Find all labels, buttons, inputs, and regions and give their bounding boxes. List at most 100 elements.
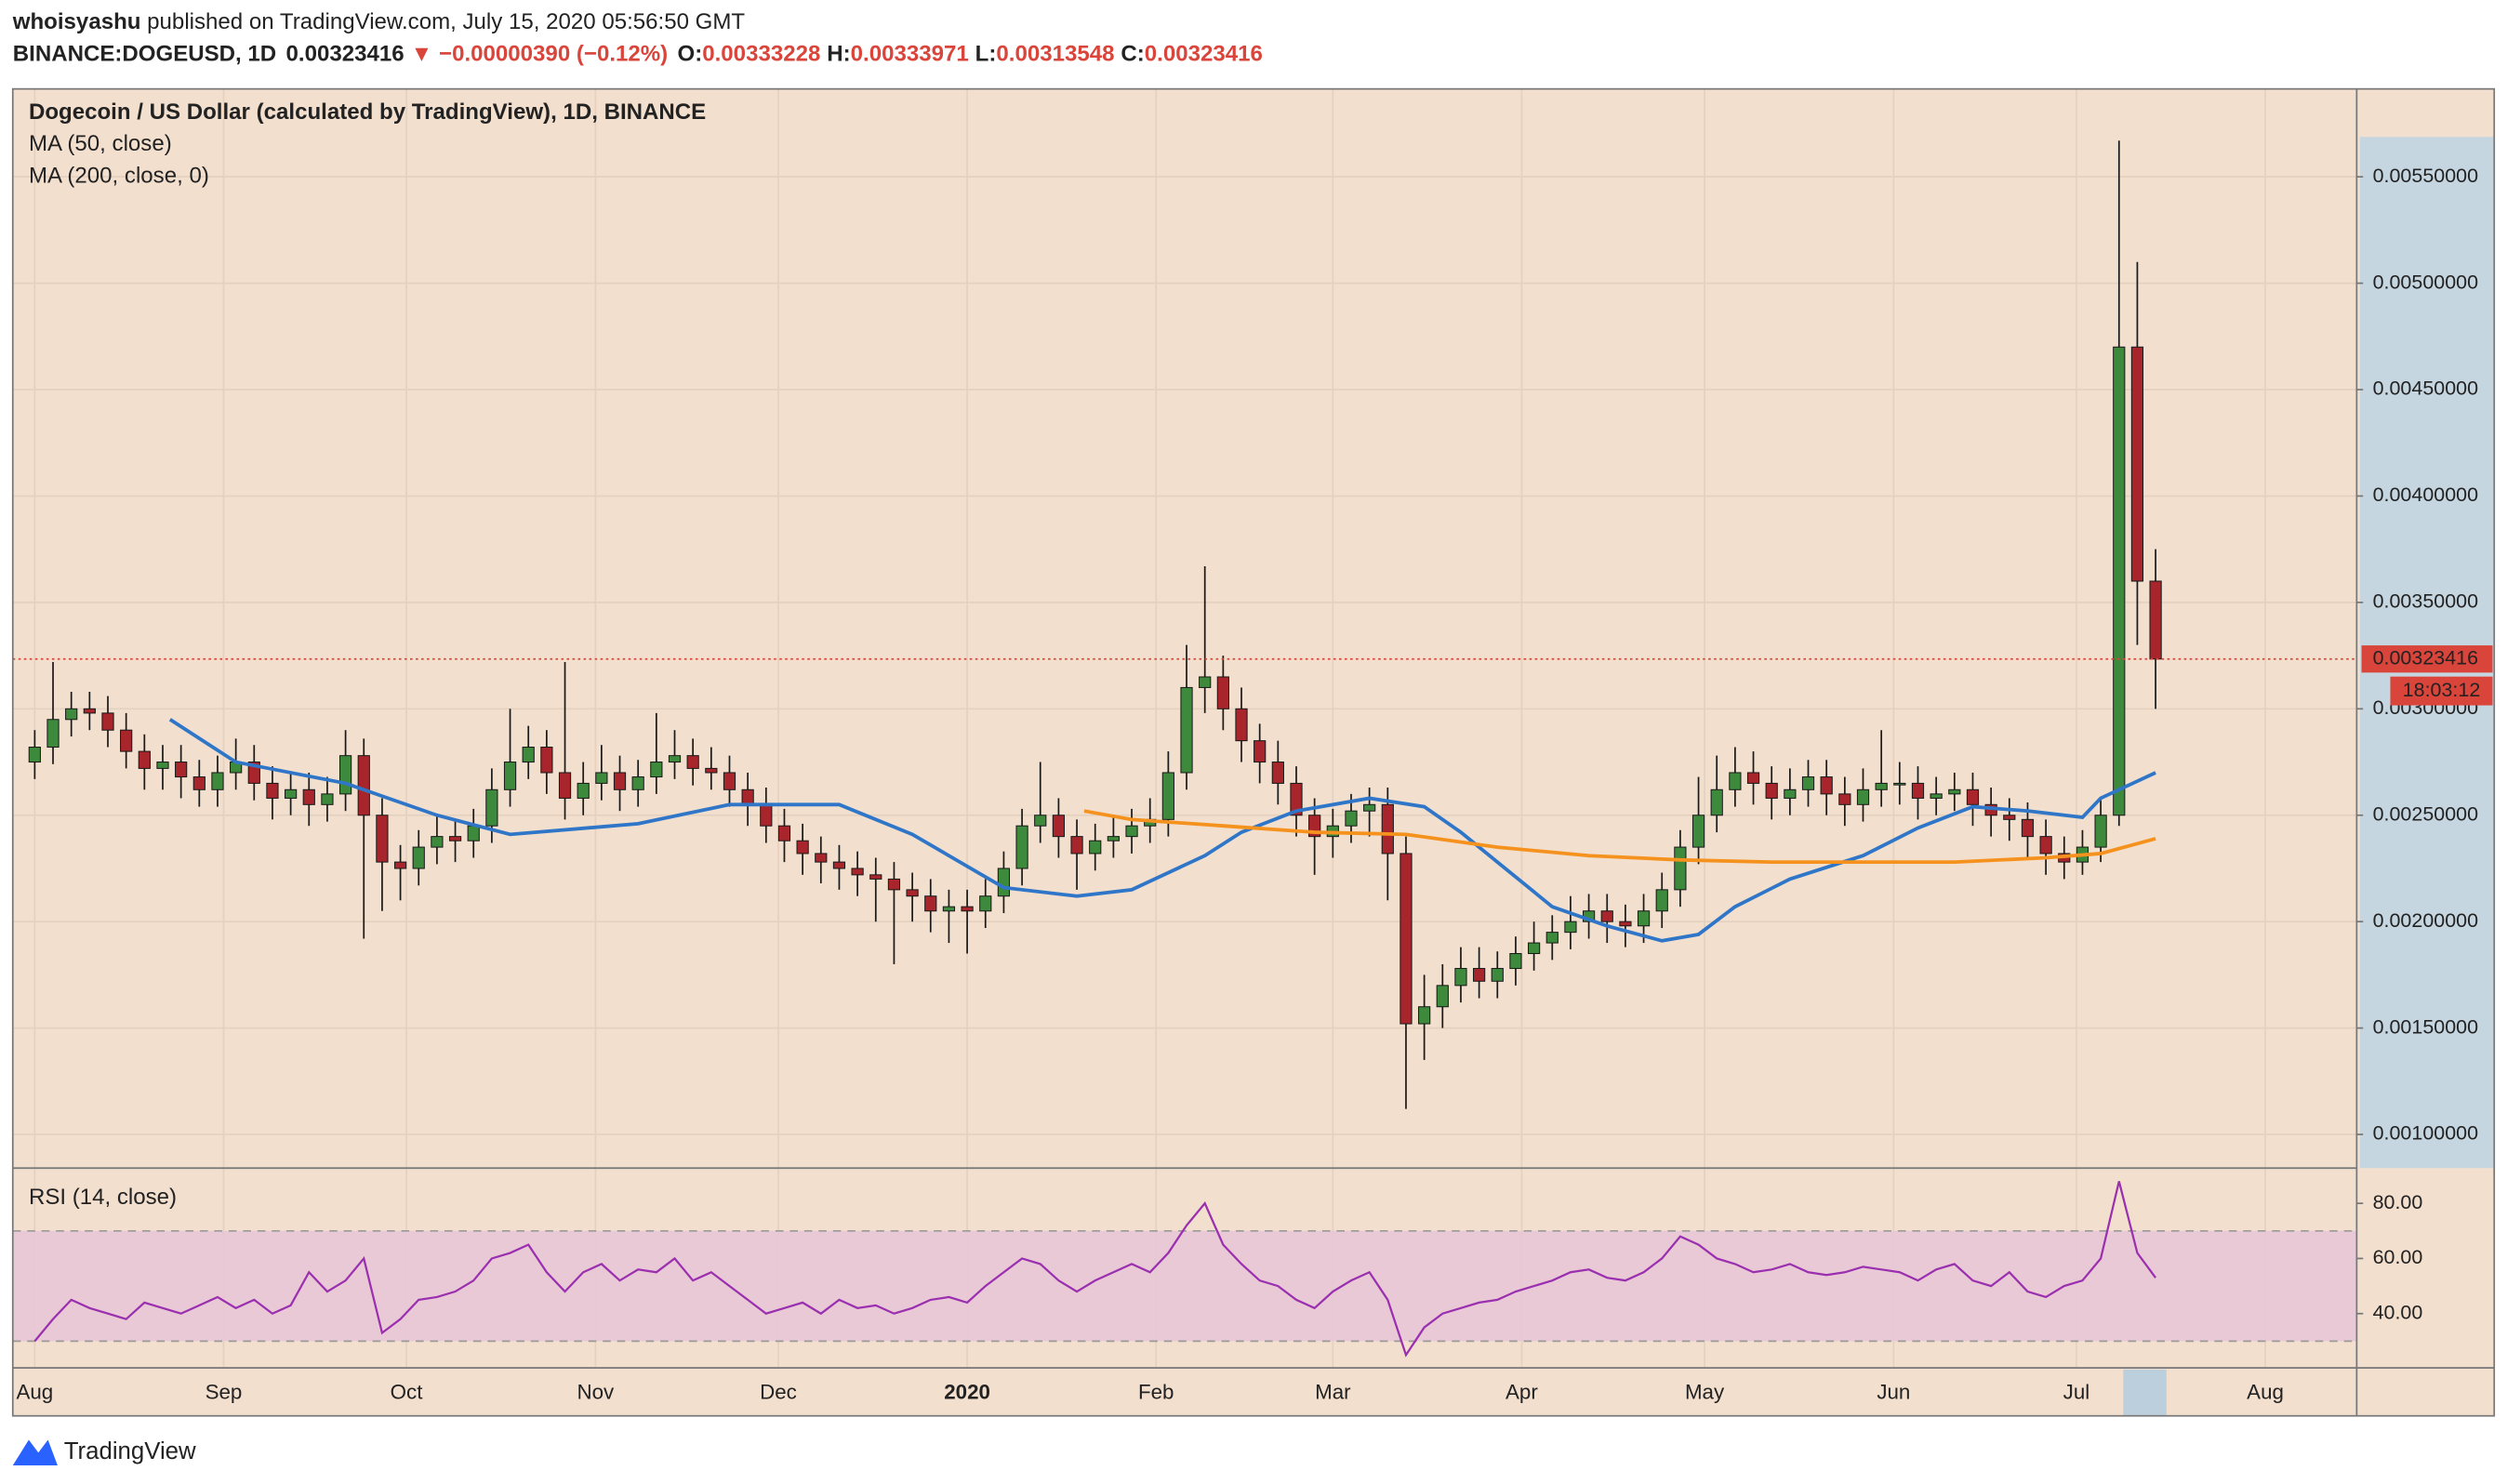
x-tick-label: Aug	[16, 1381, 53, 1404]
legend-ma50: MA (50, close)	[29, 131, 172, 156]
footer-brand: TradingView	[64, 1438, 196, 1464]
header-line-1: whoisyashu published on TradingView.com,…	[12, 9, 746, 34]
candle-body	[1746, 772, 1760, 784]
x-tick-label: 2020	[944, 1381, 990, 1404]
x-tick-label: Jun	[1877, 1381, 1910, 1404]
candle-body	[101, 712, 114, 731]
candle-body	[431, 836, 444, 848]
y-tick-label: 80.00	[2373, 1191, 2423, 1213]
ohlc-o-value: 0.00333228	[702, 42, 820, 67]
candle-body	[1454, 968, 1467, 987]
candle-body	[412, 846, 425, 869]
candle-body	[1290, 782, 1303, 816]
y-tick-label: 0.00200000	[2373, 909, 2479, 932]
x-tick-label: Aug	[2247, 1381, 2284, 1404]
candle-body	[522, 747, 535, 763]
candle-body	[924, 895, 937, 912]
candle-body	[997, 868, 1011, 897]
y-tick-label: 0.00500000	[2373, 271, 2479, 293]
x-tick-label: Mar	[1315, 1381, 1351, 1404]
candle-body	[448, 836, 462, 841]
y-tick-label: 0.00550000	[2373, 165, 2479, 187]
candle-body	[1911, 782, 1925, 799]
x-tick-label: Oct	[391, 1381, 424, 1404]
candle-body	[2021, 818, 2035, 838]
symbol: BINANCE:DOGEUSD, 1D	[13, 42, 276, 67]
candle-body	[2003, 815, 2016, 820]
candle-body	[1015, 825, 1028, 869]
candle-body	[686, 755, 699, 769]
candle-body	[1838, 793, 1851, 805]
candle-body	[906, 889, 919, 897]
chart-frame	[11, 87, 2496, 1417]
candle-body	[668, 755, 682, 763]
candle-body	[175, 762, 188, 778]
candle-body	[1784, 788, 1797, 799]
y-tick-label: 0.00350000	[2373, 590, 2479, 613]
candle-body	[558, 772, 572, 799]
y-tick-label: 40.00	[2373, 1301, 2423, 1323]
ohlc-c-value: 0.00323416	[1145, 42, 1263, 67]
candle-body	[1619, 921, 1632, 927]
countdown-tag	[2390, 676, 2493, 706]
candle-body	[595, 772, 608, 784]
candle-body	[1875, 782, 1888, 790]
ohlc-l-value: 0.00313548	[996, 42, 1114, 67]
candle-body	[28, 747, 41, 763]
footer-logo: TradingView	[12, 1438, 196, 1466]
candle-body	[393, 861, 407, 869]
candle-body	[485, 788, 498, 827]
y-tick-label: 0.00250000	[2373, 802, 2479, 825]
candle-body	[1674, 846, 1687, 891]
legend-rsi: RSI (14, close)	[29, 1185, 177, 1210]
candle-body	[1052, 815, 1066, 838]
candle-body	[851, 868, 864, 876]
candle-body	[1436, 985, 1449, 1008]
candle-body	[503, 762, 517, 790]
candle-body	[942, 906, 956, 912]
candle-body	[1235, 708, 1248, 742]
candle-body	[1765, 782, 1778, 799]
candle-body	[357, 755, 370, 816]
x-tick-label: Nov	[577, 1381, 616, 1404]
y-tick-label: 0.00450000	[2373, 378, 2479, 400]
candle-body	[723, 772, 736, 790]
candle-body	[1893, 782, 1906, 786]
candle-body	[1600, 910, 1613, 922]
candle-body	[741, 788, 754, 805]
candle-body	[120, 729, 133, 752]
candle-body	[1418, 1006, 1431, 1025]
ohlc-h-value: 0.00333971	[851, 42, 969, 67]
candle-body	[285, 788, 298, 799]
candle-body	[650, 762, 663, 778]
candle-body	[46, 719, 60, 749]
candle-body	[1034, 815, 1047, 827]
candle-body	[156, 762, 169, 769]
candle-body	[1966, 788, 1980, 805]
candle-body	[2094, 815, 2107, 848]
chart-title: Dogecoin / US Dollar (calculated by Trad…	[29, 99, 706, 125]
candle-body	[467, 825, 480, 841]
candle-body	[777, 825, 791, 841]
candle-body	[979, 895, 992, 912]
moving-average-line	[168, 718, 2156, 943]
candle-body	[1199, 676, 1212, 688]
chart-background	[12, 88, 2495, 1416]
change: ▼ −0.00000390 (−0.12%)	[411, 42, 669, 67]
candle-body	[540, 747, 553, 774]
candle-body	[192, 776, 206, 790]
candle-body	[832, 861, 846, 869]
candle-body	[796, 840, 809, 855]
candle-body	[1801, 776, 1815, 790]
x-tick-label: Feb	[1138, 1381, 1174, 1404]
candle-body	[1527, 942, 1541, 955]
candle-body	[1254, 740, 1267, 763]
candle-body	[1271, 762, 1284, 784]
candle-body	[302, 788, 315, 805]
published: published on TradingView.com, July 15, 2…	[147, 9, 745, 34]
candle-body	[1820, 776, 1833, 795]
candle-body	[138, 750, 151, 769]
candle-body	[577, 782, 590, 799]
y-tick-label: 0.00150000	[2373, 1015, 2479, 1038]
